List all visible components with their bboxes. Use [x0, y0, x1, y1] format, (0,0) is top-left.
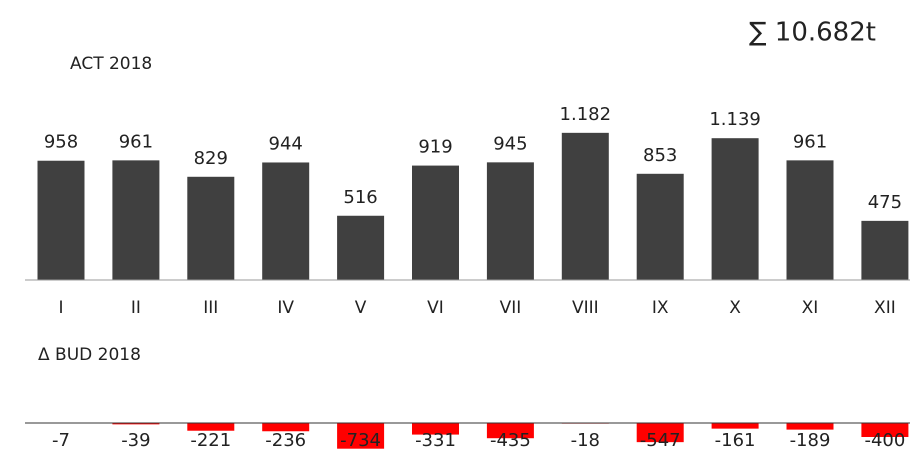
bar — [711, 138, 759, 280]
chart-title: ACT 2018 — [70, 54, 152, 74]
bar — [112, 423, 160, 425]
x-tick-label: VII — [500, 298, 522, 318]
value-label: 961 — [119, 131, 153, 152]
value-label: -161 — [715, 430, 756, 451]
x-tick-label: VI — [427, 298, 444, 318]
bar — [412, 165, 459, 280]
value-label: 853 — [643, 145, 677, 166]
bar — [187, 423, 235, 431]
value-label: 919 — [418, 137, 452, 158]
bar — [861, 220, 909, 280]
value-label: -547 — [640, 430, 681, 451]
value-label: -236 — [265, 430, 306, 451]
value-label: 958 — [44, 132, 78, 153]
bar — [337, 423, 385, 449]
value-label: -221 — [190, 430, 231, 451]
bar — [412, 423, 459, 435]
bar — [486, 162, 534, 280]
x-tick-label: XII — [874, 298, 896, 318]
bar — [636, 173, 684, 280]
bar — [786, 423, 834, 430]
bar — [786, 160, 834, 280]
chart-title: Δ BUD 2018 — [38, 345, 141, 365]
bar — [711, 423, 759, 429]
total-annotation: ∑ 10.682t — [749, 18, 876, 48]
value-label: -39 — [121, 430, 150, 451]
x-tick-label: II — [131, 298, 141, 318]
bar — [561, 132, 609, 280]
bar — [187, 176, 235, 280]
bar — [262, 423, 310, 432]
value-label: -400 — [864, 430, 905, 451]
value-label: 945 — [493, 133, 527, 154]
value-label: 961 — [793, 131, 827, 152]
bar — [112, 160, 160, 280]
bar — [337, 215, 385, 280]
value-label: 516 — [343, 187, 377, 208]
x-tick-label: I — [58, 298, 63, 318]
x-tick-label: VIII — [572, 298, 599, 318]
value-label: 475 — [868, 192, 902, 213]
bar — [262, 162, 310, 280]
value-label: -331 — [415, 430, 456, 451]
x-tick-label: V — [355, 298, 367, 318]
value-label: 1.139 — [709, 109, 761, 130]
bar — [37, 160, 85, 280]
value-label: 829 — [194, 148, 228, 169]
value-label: -7 — [52, 430, 70, 451]
value-label: -435 — [490, 430, 531, 451]
x-tick-label: X — [729, 298, 741, 318]
x-tick-label: XI — [802, 298, 819, 318]
x-tick-label: IX — [652, 298, 669, 318]
value-label: -18 — [571, 430, 600, 451]
value-label: 944 — [269, 133, 303, 154]
x-tick-label: IV — [277, 298, 294, 318]
value-label: -189 — [790, 430, 831, 451]
bar — [486, 423, 534, 439]
bar — [636, 423, 684, 443]
bar — [861, 423, 909, 437]
x-tick-label: III — [203, 298, 218, 318]
value-label: -734 — [340, 430, 381, 451]
value-label: 1.182 — [560, 104, 612, 125]
